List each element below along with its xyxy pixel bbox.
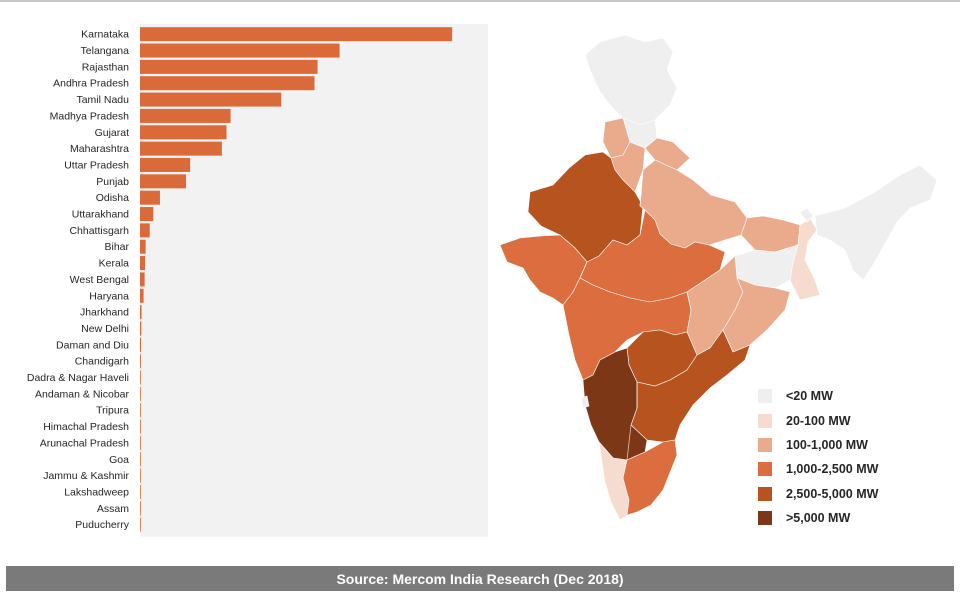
category-label: Arunachal Pradesh: [40, 437, 129, 449]
category-label: Himachal Pradesh: [43, 421, 129, 433]
state-capacity-bar-chart: Karnataka Telangana Rajasthan Andhra Prades…: [0, 18, 500, 538]
bar: [140, 305, 142, 320]
bar: [140, 370, 141, 385]
legend-swatch: [758, 389, 772, 404]
category-label: Maharashtra: [70, 143, 129, 155]
bar: [140, 337, 142, 352]
legend-swatch: [758, 413, 772, 428]
legend-label: 2,500-5,000 MW: [786, 486, 879, 501]
bar: [140, 157, 191, 172]
category-label: Chandigarh: [75, 356, 129, 368]
category-label: West Bengal: [70, 274, 129, 286]
bar: [140, 76, 315, 91]
category-label: Karnataka: [81, 29, 129, 41]
legend-swatch: [758, 462, 772, 477]
bar: [140, 354, 141, 369]
category-label: Jammu & Kashmir: [43, 470, 129, 482]
category-label: Haryana: [89, 290, 129, 302]
bar: [140, 43, 340, 58]
legend-label: 100-1,000 MW: [786, 437, 868, 452]
category-label: Lakshadweep: [64, 486, 129, 498]
category-label: Chhattisgarh: [69, 225, 129, 237]
category-label: Tripura: [96, 405, 129, 417]
bar: [140, 174, 187, 189]
bar: [140, 27, 453, 42]
category-label: Jharkhand: [80, 307, 129, 319]
category-label: Andhra Pradesh: [53, 78, 129, 90]
category-label: Gujarat: [95, 127, 130, 139]
legend-label: >5,000 MW: [786, 511, 851, 526]
legend-item: <20 MW: [758, 384, 948, 408]
bar: [140, 452, 141, 467]
bar: [140, 207, 154, 222]
legend-swatch: [758, 511, 772, 526]
bar: [140, 484, 141, 499]
bar: [140, 468, 141, 483]
bar-chart-svg: Karnataka Telangana Rajasthan Andhra Prades…: [27, 24, 488, 537]
map-region-sikkim: [799, 207, 814, 223]
bar: [140, 501, 141, 516]
category-label: Uttar Pradesh: [64, 159, 129, 171]
legend-item: 1,000-2,500 MW: [758, 457, 948, 481]
category-label: Odisha: [96, 192, 129, 204]
source-footer: Source: Mercom India Research (Dec 2018): [6, 566, 954, 591]
legend-item: 100-1,000 MW: [758, 433, 948, 457]
map-legend: <20 MW 20-100 MW 100-1,000 MW 1,000-2,50…: [758, 384, 948, 530]
map-region-tamil-nadu: [622, 439, 678, 516]
category-label: Assam: [97, 503, 129, 515]
source-text: Source: Mercom India Research (Dec 2018): [336, 571, 624, 587]
bar: [140, 517, 141, 532]
bar: [140, 386, 141, 401]
bar: [140, 141, 222, 156]
bar: [140, 321, 142, 336]
category-label: Bihar: [104, 241, 129, 253]
map-region-bihar: [740, 215, 801, 253]
bar: [140, 190, 160, 205]
category-label: New Delhi: [81, 323, 129, 335]
bar: [140, 223, 150, 238]
bar: [140, 256, 146, 271]
legend-item: 2,500-5,000 MW: [758, 482, 948, 506]
category-label: Telangana: [81, 45, 130, 57]
map-region-odisha: [722, 277, 791, 353]
legend-label: 1,000-2,500 MW: [786, 462, 879, 477]
legend-item: >5,000 MW: [758, 506, 948, 530]
category-label: Uttarakhand: [72, 209, 129, 221]
bar: [140, 92, 282, 107]
bar: [140, 108, 231, 123]
bar: [140, 272, 145, 287]
category-label: Dadra & Nagar Haveli: [27, 372, 129, 384]
category-label: Rajasthan: [82, 61, 129, 73]
legend-swatch: [758, 486, 772, 501]
bar: [140, 239, 146, 254]
map-region-andhra-pradesh: [630, 329, 751, 443]
legend-label: 20-100 MW: [786, 413, 851, 428]
bar: [140, 403, 141, 418]
category-label: Daman and Diu: [56, 339, 129, 351]
category-label: Madhya Pradesh: [50, 110, 130, 122]
category-label: Punjab: [96, 176, 129, 188]
map-internal-borders: [579, 169, 734, 461]
map-region-jammu-kashmir: [584, 34, 678, 126]
legend-label: <20 MW: [786, 389, 833, 404]
bar: [140, 288, 144, 303]
category-label: Kerala: [99, 258, 130, 270]
category-label: Puducherry: [75, 519, 129, 531]
top-rule: [0, 0, 960, 2]
india-capacity-map: [495, 30, 945, 530]
map-region-goa: [580, 395, 590, 409]
map-region-north-east: [814, 164, 938, 281]
bar: [140, 125, 227, 140]
bar: [140, 419, 141, 434]
category-label: Tamil Nadu: [76, 94, 129, 106]
category-label: Andaman & Nicobar: [35, 388, 129, 400]
legend-swatch: [758, 437, 772, 452]
india-map-svg: [499, 34, 938, 521]
bar: [140, 435, 141, 450]
legend-item: 20-100 MW: [758, 408, 948, 432]
bar: [140, 59, 318, 74]
category-label: Goa: [109, 454, 129, 466]
